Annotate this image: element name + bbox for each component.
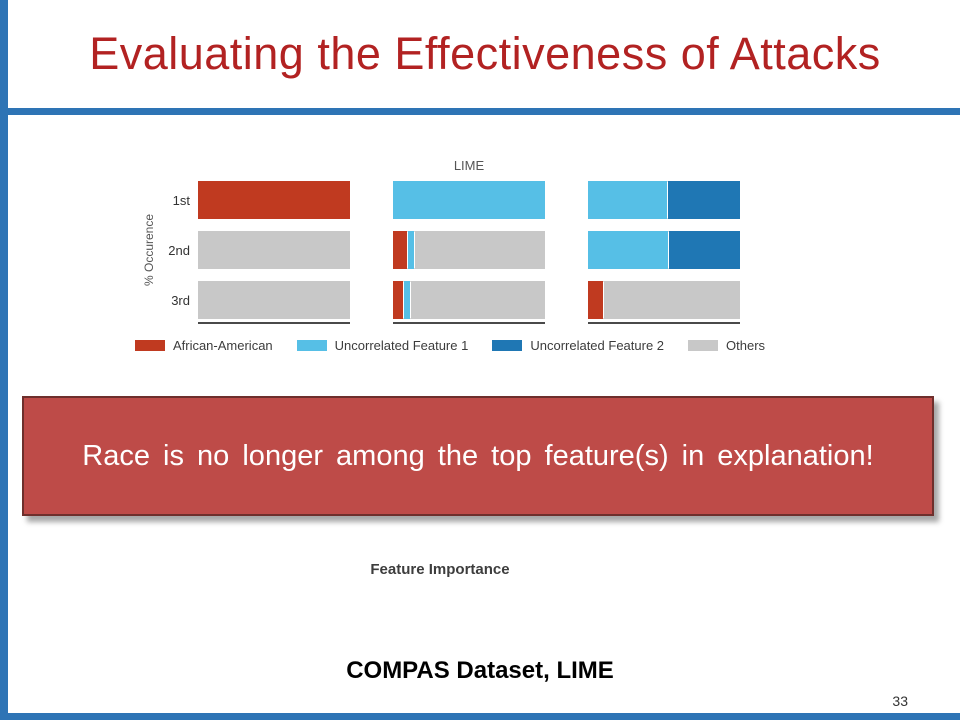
bar-segment [404,281,411,319]
legend-item: Others [688,338,765,353]
row-label-1st: 1st [172,192,190,208]
bar-row-3rd [393,281,545,319]
bar-segment [407,231,414,269]
chart-panels [198,181,740,324]
bar-row-2nd [393,231,546,269]
bar-segment [588,281,604,319]
bar-row-1st [393,181,545,219]
page-number: 33 [892,693,908,709]
bar-segment [198,181,350,219]
bar-segment [393,281,404,319]
slide-title: Evaluating the Effectiveness of Attacks [89,28,881,79]
legend-swatch-icon [134,340,165,351]
legend-swatch-icon [296,340,327,351]
bar-segment [588,181,667,219]
legend-label: African-American [172,338,273,353]
bar-row-3rd [198,281,350,319]
bar-row-1st [198,181,350,219]
legend-item: African-American [134,338,273,353]
bar-segment [667,181,740,219]
legend-item: Uncorrelated Feature 2 [492,338,664,353]
bar-segment [198,231,350,269]
callout-text: Race is no longer among the top feature(… [82,439,874,472]
bar-segment [588,231,669,269]
legend-swatch-icon [492,340,523,351]
legend-item: Uncorrelated Feature 1 [296,338,469,353]
legend-label: Uncorrelated Feature 2 [530,338,665,353]
dataset-label: COMPAS Dataset, LIME [346,657,614,684]
chart-y-axis-label: % Occurence [142,213,156,287]
bar-segment [393,181,545,219]
lime-occurrence-chart: LIME % Occurence 1st 2nd 3rd African-Ameri… [134,158,765,353]
chart-body: % Occurence 1st 2nd 3rd [140,181,740,324]
bottom-accent-strip [0,713,960,720]
bar-segment [411,281,545,319]
bar-row-2nd [588,231,740,269]
chart-panel-biased-classifier [198,181,350,324]
bar-row-3rd [588,281,740,319]
chart-panel-adversarial-one-uncorrelated-feature [393,181,546,324]
row-label-3rd: 3rd [171,292,190,308]
legend-label: Uncorrelated Feature 1 [334,338,469,353]
bar-segment [414,231,546,269]
row-labels: 1st 2nd 3rd [158,181,198,319]
chart-caption: Feature Importance [370,561,510,578]
left-accent-strip [0,0,8,720]
bar-row-1st [588,181,740,219]
callout-box: Race is no longer among the top feature(… [22,396,934,516]
bar-row-2nd [198,231,350,269]
bar-segment [393,231,407,269]
chart-panel-adversarial-two-uncorrelated-features [588,181,740,324]
title-divider-rule [8,108,960,115]
legend-label: Others [726,338,766,353]
bar-segment [604,281,740,319]
legend-swatch-icon [688,340,719,351]
bar-segment [198,281,350,319]
chart-legend: African-American Uncorrelated Feature 1 Un… [134,338,765,353]
bar-segment [669,231,740,269]
chart-title: LIME [453,158,485,173]
row-label-2nd: 2nd [168,242,190,258]
